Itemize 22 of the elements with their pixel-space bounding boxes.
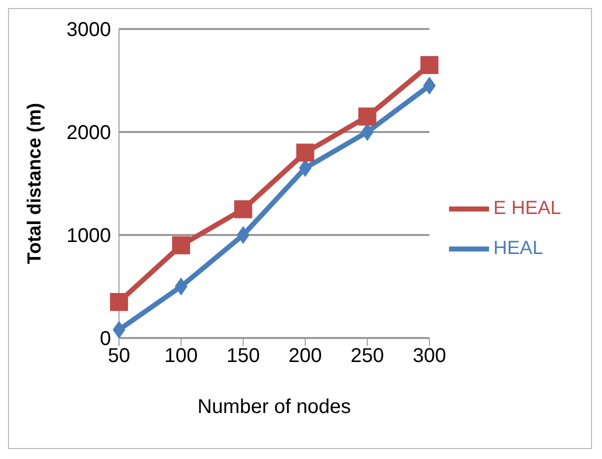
point [110,292,128,311]
y-tick-label: 3000 [66,19,111,42]
point [234,200,252,218]
x-tick-label: 150 [226,345,260,368]
legend-label: HEAL [493,238,544,259]
legend-label: E HEAL [493,198,561,219]
point [358,108,376,126]
x-tick-label: 100 [164,345,198,368]
point [423,76,436,95]
y-tick-label: 1000 [66,225,111,248]
point [172,236,190,254]
point [112,320,126,338]
y-tick-label: 2000 [66,122,111,144]
point [420,56,438,74]
x-tick-label: 200 [288,345,322,368]
point [296,144,314,162]
point [236,226,250,244]
y-axis-title: Total distance (m) [24,102,46,264]
x-tick-label: 250 [350,345,384,368]
x-axis-title: Number of nodes [197,396,351,418]
point [174,278,188,296]
x-tick-label: 300 [412,345,446,368]
